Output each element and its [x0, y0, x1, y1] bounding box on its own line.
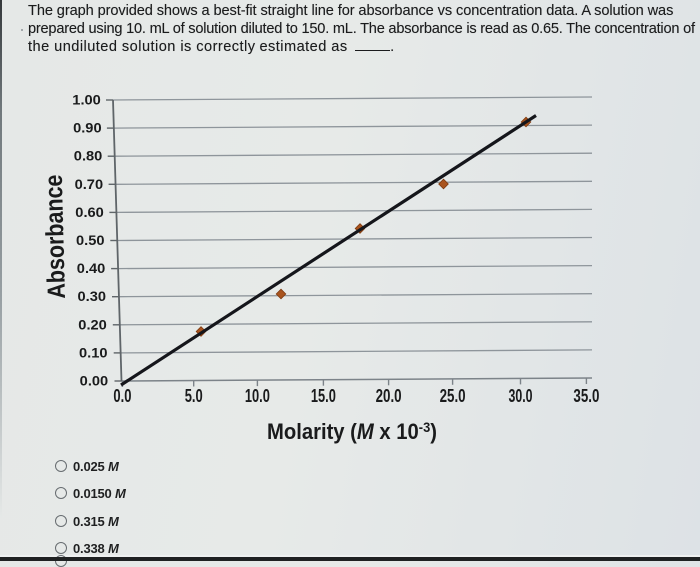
svg-text:0.50: 0.50 — [76, 232, 105, 248]
svg-text:0.60: 0.60 — [75, 204, 104, 220]
svg-text:0.10: 0.10 — [79, 344, 108, 360]
svg-text:10.0: 10.0 — [245, 386, 270, 406]
svg-text:0.80: 0.80 — [74, 148, 103, 164]
svg-text:35.0: 35.0 — [573, 386, 599, 406]
svg-text:0.30: 0.30 — [78, 288, 107, 304]
svg-text:15.0: 15.0 — [311, 386, 336, 406]
svg-text:5.0: 5.0 — [185, 386, 203, 406]
svg-text:30.0: 30.0 — [509, 386, 533, 406]
svg-text:0.00: 0.00 — [80, 373, 109, 389]
svg-text:25.0: 25.0 — [440, 386, 466, 406]
svg-text:0.70: 0.70 — [75, 176, 104, 192]
svg-text:Molarity (M x 10-3): Molarity (M x 10-3) — [267, 419, 437, 444]
svg-text:0.40: 0.40 — [77, 260, 106, 276]
svg-text:Absorbance: Absorbance — [39, 174, 70, 299]
svg-text:0.20: 0.20 — [78, 316, 107, 332]
svg-text:1.00: 1.00 — [72, 92, 101, 108]
svg-text:0.90: 0.90 — [73, 120, 102, 136]
svg-text:20.0: 20.0 — [376, 386, 402, 406]
svg-text:0.0: 0.0 — [113, 386, 131, 406]
